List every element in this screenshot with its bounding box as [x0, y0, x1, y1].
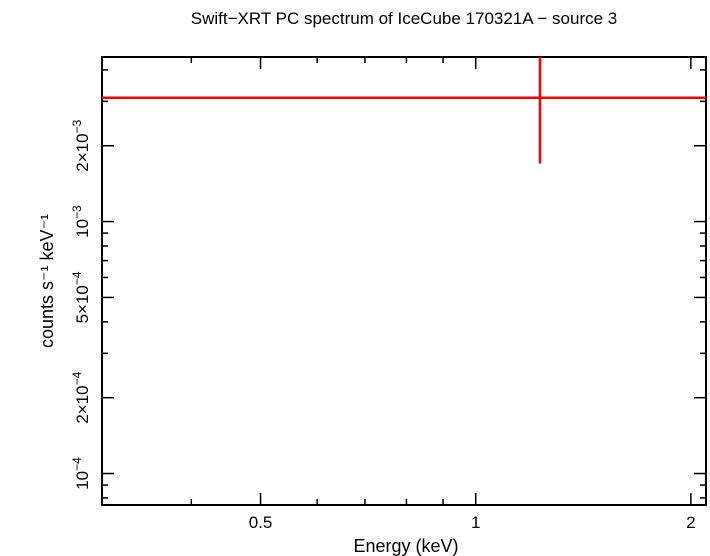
x-axis-ticks — [101, 57, 692, 505]
y-tick-label: 5×10−4 — [70, 271, 92, 323]
x-axis-tick-labels: 0.5 1 2 — [249, 513, 696, 532]
y-tick-label: 10−3 — [70, 205, 92, 238]
y-axis-ticks — [102, 69, 706, 499]
x-tick-label: 1 — [471, 513, 480, 532]
y-axis-label: counts s⁻¹ keV⁻¹ — [37, 214, 57, 348]
plot-frame — [101, 56, 707, 506]
y-axis-tick-labels: 10−4 2×10−4 5×10−4 10−3 2×10−3 — [70, 119, 92, 489]
x-axis-label: Energy (keV) — [353, 536, 458, 556]
chart-title: Swift−XRT PC spectrum of IceCube 170321A… — [191, 9, 618, 28]
y-tick-label: 2×10−3 — [70, 119, 92, 171]
x-tick-label: 0.5 — [249, 513, 273, 532]
y-tick-label: 10−4 — [70, 457, 92, 490]
x-tick-label: 2 — [686, 513, 695, 532]
data-series — [102, 57, 706, 164]
y-tick-label: 2×10−4 — [70, 371, 92, 423]
